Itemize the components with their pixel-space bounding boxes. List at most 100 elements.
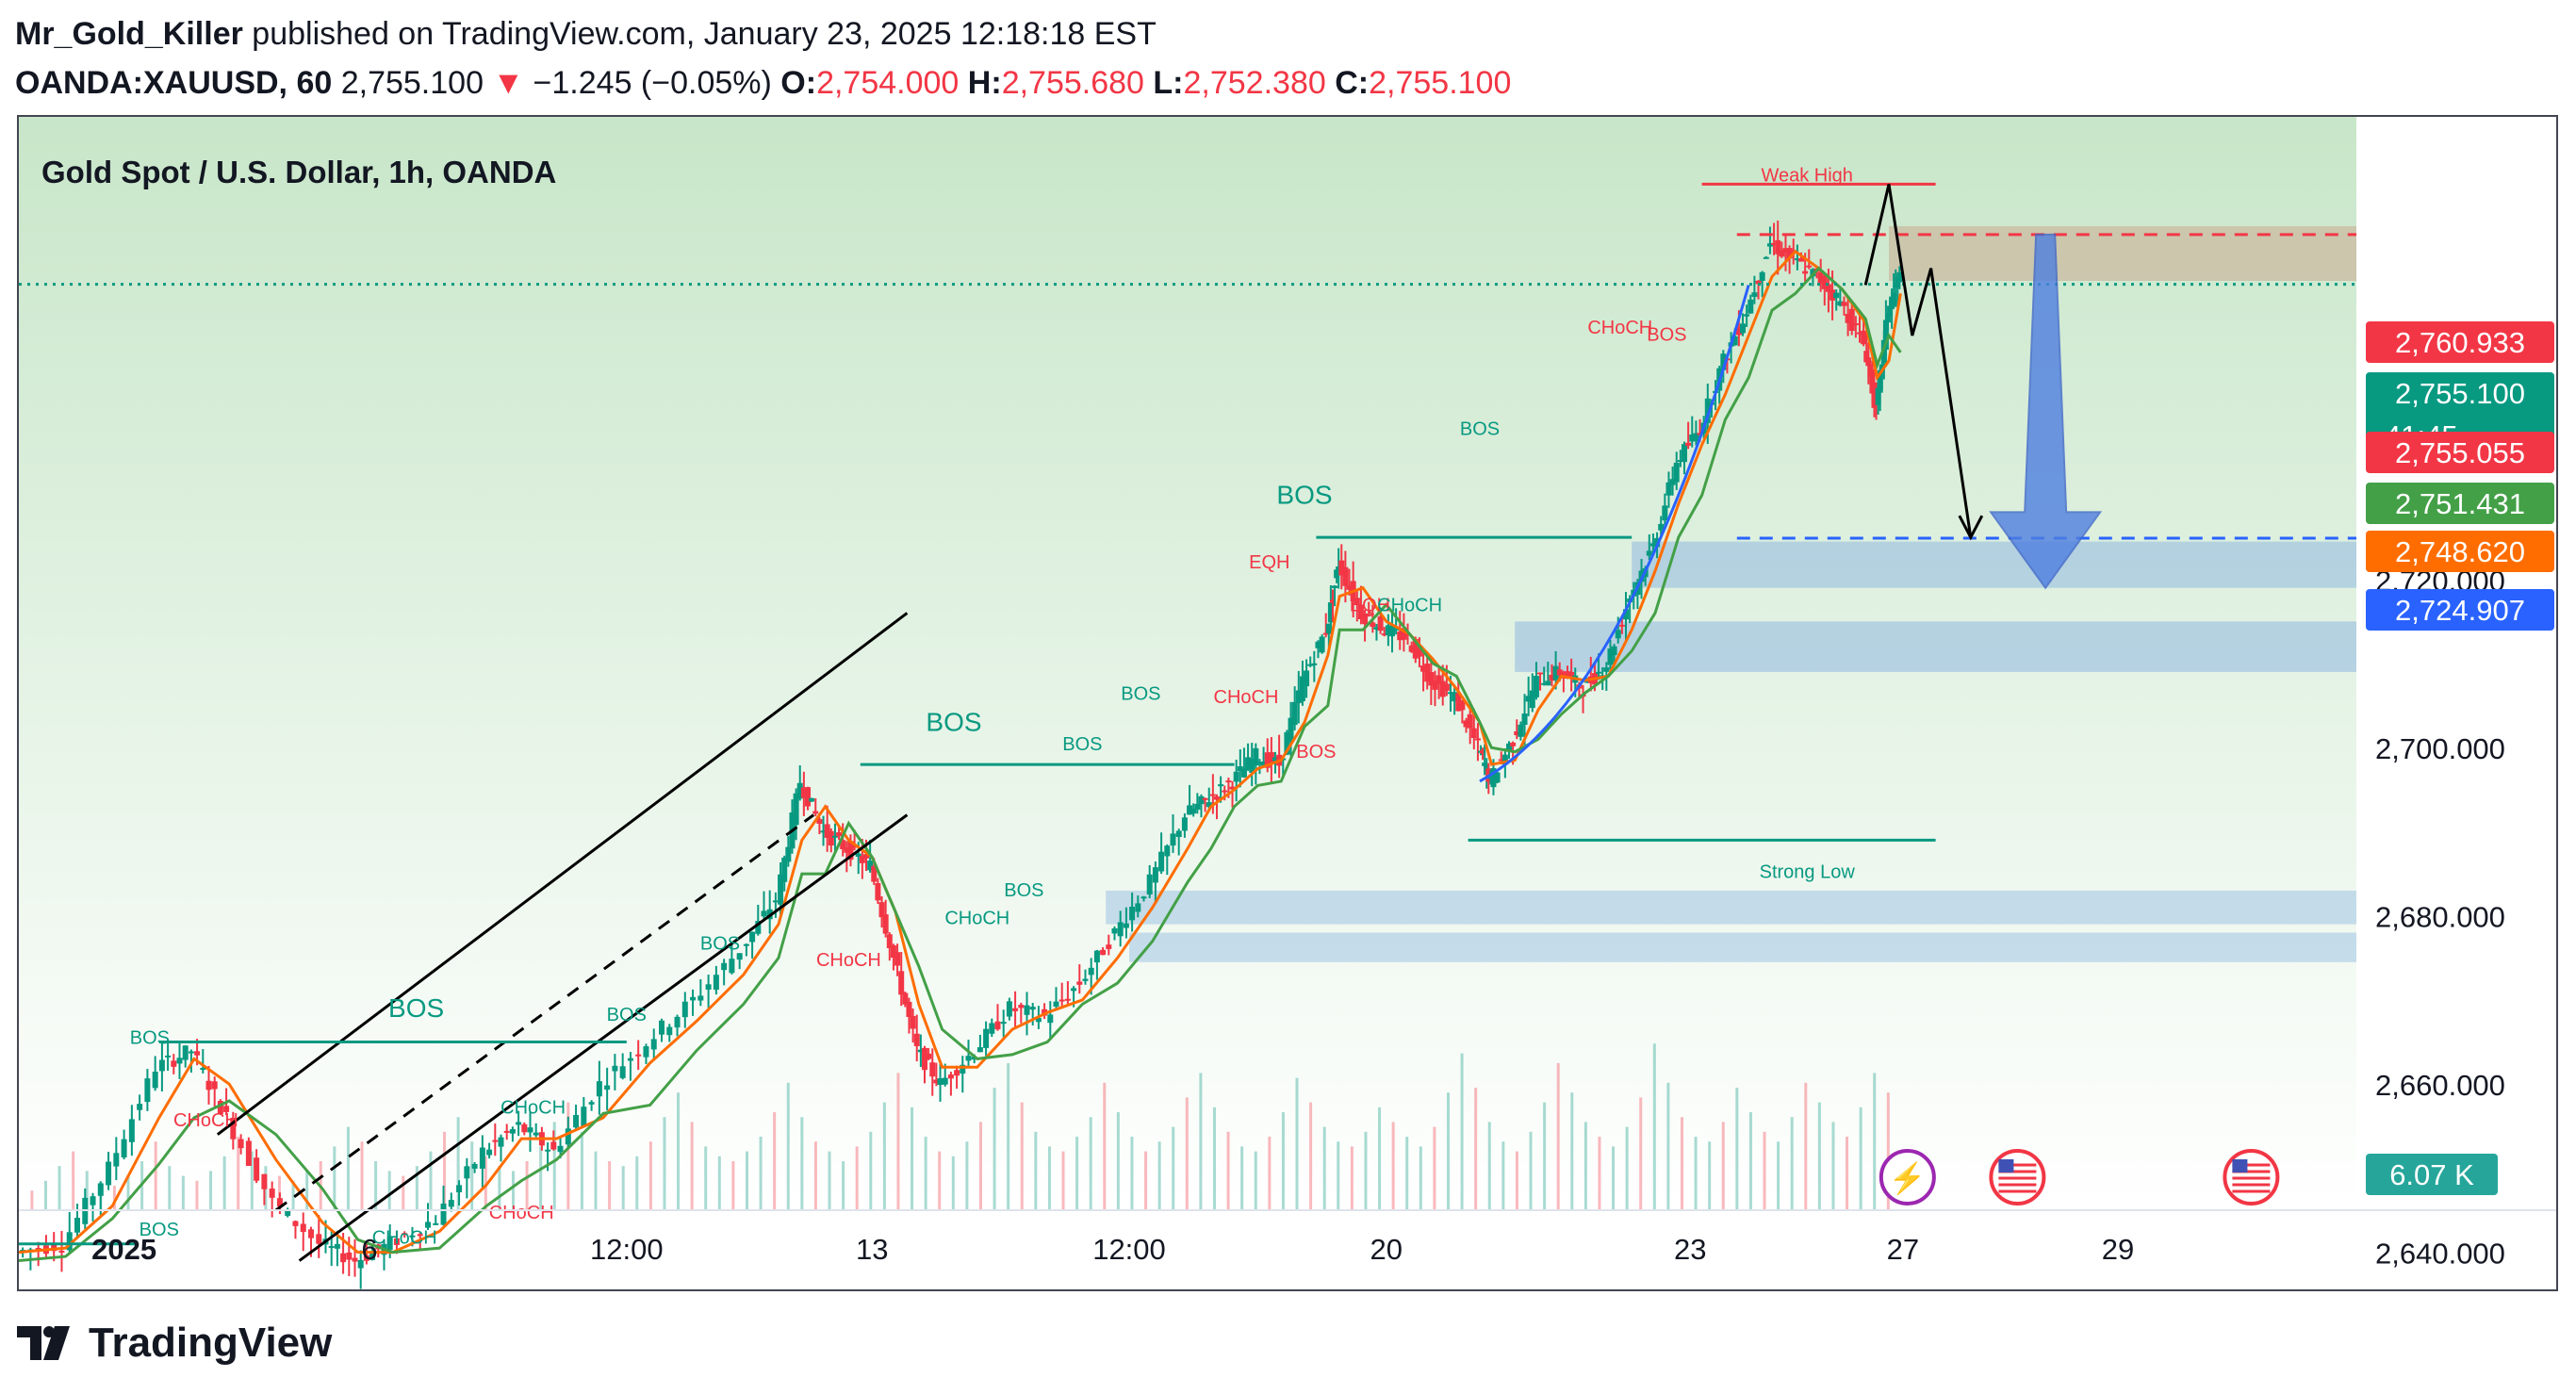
candle-body bbox=[1786, 248, 1793, 259]
candle-body bbox=[1209, 794, 1216, 796]
candle-body bbox=[831, 835, 838, 838]
candle-body bbox=[1817, 271, 1824, 284]
candle-body bbox=[1794, 258, 1800, 261]
candle-body bbox=[1673, 462, 1680, 483]
volume-bar bbox=[717, 1156, 721, 1210]
chart-frame[interactable]: BOS BOS BOS BOS BOS CHoCH CHoCH CHoCH CHoCH BOS BO… bbox=[17, 115, 2558, 1291]
candle-body bbox=[954, 1070, 960, 1076]
candle-body bbox=[1260, 761, 1267, 766]
low-label: L: bbox=[1153, 65, 1184, 101]
projection-arrowhead bbox=[1958, 515, 1984, 541]
candle-body bbox=[1863, 351, 1870, 363]
volume-tag bbox=[2366, 1154, 2498, 1195]
candle-body bbox=[1884, 314, 1891, 323]
candle-body bbox=[1035, 1018, 1042, 1023]
volume-bar bbox=[1846, 1137, 1849, 1210]
candle-body bbox=[1459, 700, 1466, 711]
candle-body bbox=[1865, 357, 1872, 367]
candle-body bbox=[464, 1166, 470, 1179]
candle-body bbox=[1268, 752, 1274, 764]
candle-body bbox=[217, 1100, 223, 1115]
candle-body bbox=[1474, 738, 1481, 741]
structure-label: BOS bbox=[1121, 683, 1160, 704]
candle-body bbox=[363, 1255, 369, 1261]
candle-body bbox=[486, 1149, 493, 1156]
candle-body bbox=[1482, 763, 1488, 766]
candle-body bbox=[1697, 433, 1703, 435]
candle-body bbox=[681, 1001, 688, 1018]
candle-body bbox=[1490, 767, 1497, 788]
volume-bar bbox=[1240, 1146, 1244, 1210]
volume-bar bbox=[1350, 1146, 1354, 1210]
structure-label: BOS bbox=[139, 1220, 179, 1240]
candle-body bbox=[1463, 720, 1469, 728]
candle-body bbox=[1514, 730, 1520, 736]
candle-body bbox=[1607, 648, 1614, 665]
candle-body bbox=[1549, 674, 1555, 681]
volume-bar bbox=[1185, 1097, 1189, 1210]
candle-body bbox=[1467, 713, 1473, 729]
candle-body bbox=[386, 1237, 393, 1251]
volume-bar bbox=[1556, 1063, 1560, 1210]
candle-body bbox=[1891, 292, 1897, 306]
tradingview-logo-icon bbox=[17, 1326, 70, 1360]
candle-body bbox=[1623, 609, 1629, 620]
volume-bar bbox=[374, 1161, 378, 1210]
candle-body bbox=[1370, 622, 1376, 628]
candle-body bbox=[182, 1045, 189, 1060]
candle-body bbox=[729, 959, 735, 974]
candle-body bbox=[844, 847, 850, 853]
candle-body bbox=[223, 1106, 230, 1112]
volume-bar bbox=[1570, 1092, 1574, 1210]
candle-body bbox=[1000, 1022, 1007, 1025]
volume-bar bbox=[1612, 1146, 1616, 1210]
ma-slow-line bbox=[19, 266, 1902, 1263]
candle-body bbox=[1615, 630, 1621, 639]
candle-body bbox=[334, 1243, 340, 1249]
structure-label: CHoCH bbox=[1587, 318, 1652, 338]
candle-body bbox=[1852, 322, 1859, 326]
candle-body bbox=[261, 1173, 268, 1189]
candle-body bbox=[35, 1248, 41, 1251]
structure-label: BOS bbox=[1460, 418, 1500, 439]
volume-bar bbox=[773, 1112, 777, 1210]
candle-body bbox=[165, 1055, 172, 1058]
price-tag-label: 2,724.907 bbox=[2395, 594, 2525, 627]
candle-body bbox=[346, 1252, 353, 1260]
volume-bar bbox=[1694, 1137, 1698, 1210]
symbol-label[interactable]: OANDA:XAUUSD, 60 bbox=[15, 65, 333, 101]
candle-body bbox=[1346, 585, 1353, 590]
volume-bar bbox=[85, 1171, 89, 1210]
structure-label: BOS bbox=[1004, 880, 1043, 901]
x-tick-label: 27 bbox=[1887, 1233, 1919, 1266]
volume-bar bbox=[1337, 1141, 1340, 1210]
candle-body bbox=[1693, 433, 1699, 442]
volume-bar bbox=[456, 1117, 460, 1210]
candle-body bbox=[1744, 314, 1750, 317]
channel-lower-line bbox=[298, 813, 909, 1262]
projection-path bbox=[1863, 184, 1973, 538]
y-tick-label: 2,660.000 bbox=[2375, 1069, 2505, 1102]
candle-body bbox=[1833, 292, 1840, 299]
candle-body bbox=[1841, 302, 1847, 306]
candle-body bbox=[1100, 949, 1107, 956]
author-name[interactable]: Mr_Gold_Killer bbox=[15, 16, 243, 52]
candle-body bbox=[1720, 353, 1727, 370]
candle-body bbox=[612, 1065, 618, 1072]
candle-body bbox=[1206, 802, 1212, 808]
candle-body bbox=[211, 1081, 218, 1090]
tradingview-logo[interactable]: TradingView bbox=[17, 1315, 332, 1371]
volume-bar bbox=[72, 1151, 75, 1210]
volume-bar bbox=[1144, 1151, 1148, 1210]
price-tag-label: 2,755.055 bbox=[2395, 436, 2525, 469]
volume-bar bbox=[677, 1092, 681, 1210]
volume-bar bbox=[30, 1190, 34, 1210]
candle-body bbox=[1529, 690, 1535, 709]
price-chart[interactable]: BOSBOSBOSBOSBOSCHoCHCHoCHCHoCHCHoCHBOSBO… bbox=[19, 117, 2556, 1289]
candle-body bbox=[90, 1196, 96, 1205]
candle-body bbox=[619, 1066, 626, 1078]
volume-bar bbox=[1721, 1122, 1725, 1210]
candle-body bbox=[816, 819, 823, 825]
candle-body bbox=[205, 1080, 212, 1091]
candle-body bbox=[886, 934, 893, 948]
